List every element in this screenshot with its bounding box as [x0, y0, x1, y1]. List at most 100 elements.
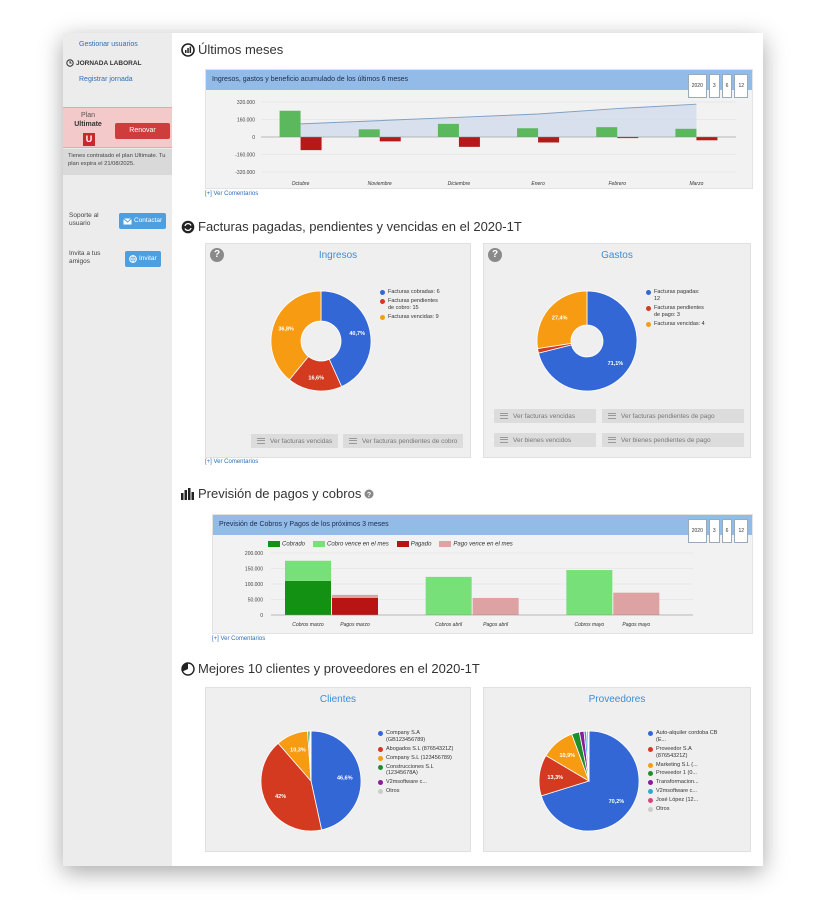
refresh-icon — [181, 220, 195, 233]
legend-item[interactable]: Otros — [648, 806, 720, 813]
range-2020[interactable]: 2020 — [687, 519, 707, 543]
legend-item[interactable]: Facturas vencidas: 9 — [380, 314, 440, 321]
proveedores-pie-chart: 70,2% 13,3% 10,9% — [538, 730, 640, 832]
legend-item[interactable]: Proveedor 1 (0... — [648, 770, 720, 777]
x-tick-label: Febrero — [608, 181, 626, 187]
ingresos-bar — [675, 128, 697, 137]
facturas-title: Facturas pagadas, pendientes y vencidas … — [198, 219, 522, 234]
ultimos-meses-panel-title: Ingresos, gastos y beneficio acumulado d… — [212, 76, 409, 83]
legend-item[interactable]: Facturas pendientes de pago: 3 — [646, 305, 706, 319]
gastos-bar — [458, 137, 480, 147]
legend-label: V2msoftware c... — [386, 779, 427, 786]
prevision-panel-title: Previsión de Cobros y Pagos de los próxi… — [219, 521, 389, 528]
legend-item[interactable]: Abogados S.L (87654321Z) — [378, 746, 458, 753]
plan-expiry-note: Tienes contratado el plan Ultimate. Tu p… — [63, 149, 172, 175]
legend-item[interactable]: José López (12... — [648, 797, 720, 804]
range-2020[interactable]: 2020 — [687, 74, 707, 98]
legend-item[interactable]: Transformacion... — [648, 779, 720, 786]
contact-button-label: Contactar — [134, 217, 163, 224]
legend-swatch — [268, 541, 280, 547]
range-12[interactable]: 12 — [734, 74, 748, 98]
legend-item[interactable]: Cobro vence en el mes — [313, 541, 389, 548]
ver-bienes-pendientes-button[interactable]: Ver bienes pendientes de pago — [602, 433, 744, 447]
invite-label: Invita a tus amigos — [69, 250, 101, 266]
plan-name: Ultimate — [74, 121, 102, 128]
legend-marker — [648, 789, 653, 795]
forecast-bar — [472, 597, 519, 615]
pie-slice — [270, 290, 322, 381]
legend-item[interactable]: Cobrado — [268, 541, 305, 548]
legend-item[interactable]: Facturas vencidas: 4 — [646, 321, 706, 328]
x-tick-label: Cobros abril — [435, 622, 463, 628]
range-selector: 2020 3 6 12 — [687, 519, 748, 543]
legend-label: Proveedor S.A (87654321Z) — [656, 745, 692, 759]
legend-item[interactable]: Marketing S.L (... — [648, 762, 720, 769]
ultimos-meses-heading: Últimos meses — [181, 42, 283, 57]
ver-bienes-vencidos-button[interactable]: Ver bienes vencidos — [494, 433, 596, 447]
legend-item[interactable]: V2msoftware c... — [648, 788, 720, 795]
legend-item[interactable]: Facturas cobradas: 6 — [380, 289, 440, 296]
legend-item[interactable]: Pago vence en el mes — [439, 541, 513, 548]
legend-item[interactable]: Pagado — [396, 541, 431, 548]
y-tick-label: 160.000 — [237, 118, 255, 124]
support-label: Soporte al usuario — [69, 212, 99, 228]
legend-item[interactable]: Otros — [378, 788, 458, 795]
facturas-comments-link[interactable]: [+] Ver Comentarios — [205, 459, 259, 465]
help-icon[interactable]: ? — [488, 248, 502, 262]
range-12[interactable]: 12 — [734, 519, 748, 543]
forecast-bar — [613, 592, 660, 615]
register-jornada-link[interactable]: Registrar jornada — [79, 76, 133, 83]
legend-label: Marketing S.L (... — [656, 761, 698, 768]
legend-marker — [380, 298, 385, 304]
help-icon[interactable]: ? — [210, 248, 224, 262]
plan-box: Plan Ultimate U Renovar — [63, 107, 172, 148]
ingresos-donut-chart: 40,7% 16,6% 36,8% — [270, 290, 372, 392]
prevision-comments-link[interactable]: [+] Ver Comentarios — [212, 636, 266, 642]
legend-item[interactable]: Construcciones S.L (12345678A) — [378, 764, 458, 778]
y-tick-label: 150.000 — [245, 567, 263, 573]
renew-button[interactable]: Renovar — [115, 123, 170, 139]
gastos-bar — [696, 137, 718, 141]
legend-item[interactable]: Facturas pagadas: 12 — [646, 289, 706, 303]
legend-item[interactable]: V2msoftware c... — [378, 779, 458, 786]
x-tick-label: Cobros mayo — [574, 622, 604, 628]
legend-item[interactable]: Facturas pendientes de cobro: 15 — [380, 298, 440, 312]
legend-item[interactable]: Company S.A (GB123456789) — [378, 730, 458, 744]
legend-item[interactable]: Proveedor S.A (87654321Z) — [648, 746, 720, 760]
legend-item[interactable]: Company S.L (123456789) — [378, 755, 458, 762]
manage-users-link[interactable]: Gestionar usuarios — [79, 41, 138, 48]
gastos-card: ? Gastos 71,1% 27,4% Facturas pagadas: 12… — [483, 243, 751, 458]
legend-label: Cobrado — [282, 541, 306, 548]
forecast-bar — [332, 594, 378, 598]
clock-icon — [66, 59, 74, 67]
range-3[interactable]: 3 — [708, 74, 720, 98]
ver-facturas-vencidas-button[interactable]: Ver facturas vencidas — [251, 434, 339, 448]
legend-marker — [378, 789, 383, 795]
legend-marker — [648, 731, 653, 736]
legend-marker — [380, 314, 385, 320]
legend-swatch — [439, 541, 452, 547]
ingresos-bar — [437, 123, 459, 137]
invite-button[interactable]: Invitar — [125, 251, 161, 267]
ver-pendientes-cobro-button[interactable]: Ver facturas pendientes de cobro — [343, 434, 464, 448]
btn-label: Ver facturas pendientes de cobro — [362, 437, 458, 445]
legend-label: Facturas pendientes de cobro: 15 — [388, 297, 438, 311]
contact-button[interactable]: Contactar — [119, 213, 167, 229]
globe-icon — [129, 255, 137, 263]
ultimos-meses-comments-link[interactable]: [+] Ver Comentarios — [205, 191, 259, 197]
x-tick-label: Diciembre — [448, 181, 471, 187]
question-icon[interactable]: ? — [364, 489, 374, 499]
mejores-heading: Mejores 10 clientes y proveedores en el … — [181, 661, 480, 676]
ver-pendientes-pago-button[interactable]: Ver facturas pendientes de pago — [602, 409, 744, 423]
pie-chart-icon — [181, 661, 195, 676]
ver-facturas-vencidas-button[interactable]: Ver facturas vencidas — [494, 409, 596, 423]
clientes-card: Clientes 46,6% 42% 10,3% Company S.A (GB12… — [205, 687, 471, 852]
legend-item[interactable]: Auto-alquiler cordoba CB (E... — [648, 730, 720, 744]
prevision-legend: Cobrado Cobro vence en el mes Pagado Pago v… — [268, 541, 513, 548]
range-6[interactable]: 6 — [721, 74, 733, 98]
btn-label: Ver facturas vencidas — [270, 437, 333, 445]
range-6[interactable]: 6 — [721, 519, 733, 543]
forecast-bar — [425, 576, 472, 615]
range-3[interactable]: 3 — [708, 519, 720, 543]
x-tick-label: Enero — [531, 181, 545, 187]
